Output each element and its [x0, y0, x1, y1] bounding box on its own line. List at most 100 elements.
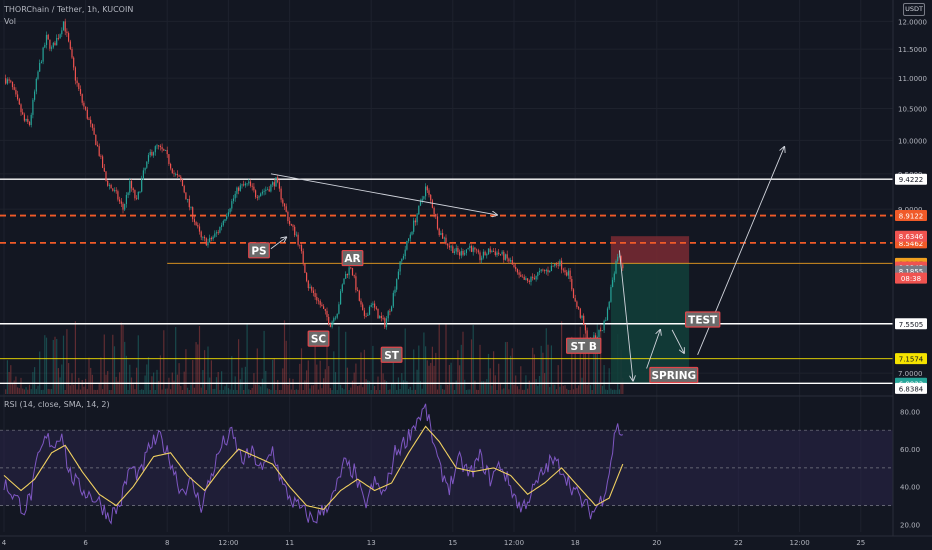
wyckoff-label: ST B [565, 337, 602, 354]
candle-body [481, 257, 483, 261]
candle-body [64, 21, 66, 32]
volume-bar [35, 388, 37, 394]
candle-body [341, 284, 343, 292]
volume-bar [192, 360, 194, 394]
volume-bar [47, 388, 49, 394]
projection-up-arrow [646, 330, 661, 369]
candle-body [515, 267, 517, 270]
volume-bar [557, 365, 559, 394]
candle-body [399, 261, 401, 272]
candle-body [443, 237, 445, 239]
volume-bar [469, 389, 471, 394]
volume-bar [251, 387, 253, 394]
candle-body [452, 246, 454, 253]
volume-bar [600, 324, 602, 394]
volume-bar [277, 379, 279, 394]
candle-body [389, 311, 391, 313]
volume-bar [406, 381, 408, 394]
volume-bar [465, 389, 467, 394]
candle-body [499, 254, 501, 255]
volume-bar [377, 376, 379, 394]
candle-body [190, 207, 192, 208]
level-price-tag: 7.1574 [895, 353, 927, 365]
candle-body [567, 270, 569, 276]
candle-body [493, 250, 495, 252]
candle-body [272, 182, 274, 185]
candle-body [86, 109, 88, 119]
candle-body [457, 247, 459, 253]
candle-body [277, 177, 279, 183]
volume-bar [350, 387, 352, 394]
volume-bar [52, 339, 54, 394]
candle-body [85, 106, 87, 110]
candle-body [479, 252, 481, 261]
volume-bar [323, 378, 325, 394]
volume-bar [188, 389, 190, 394]
volume-bar [234, 376, 236, 394]
candle-body [487, 248, 490, 255]
volume-bar [28, 384, 31, 394]
volume-bar [13, 380, 15, 394]
currency-button[interactable]: USDT [903, 3, 925, 16]
candle-body [440, 233, 442, 236]
wyckoff-label: SC [307, 330, 330, 347]
volume-bar [115, 376, 117, 394]
x-tick-label: 6 [83, 539, 88, 547]
volume-bar [372, 345, 374, 394]
candle-body [283, 203, 286, 207]
volume-bar [79, 389, 82, 394]
volume-bar [198, 326, 201, 394]
volume-bar [86, 389, 88, 394]
volume-bar [69, 385, 71, 394]
volume-bar [112, 334, 114, 394]
candle-body [323, 306, 325, 309]
candle-body [78, 83, 80, 90]
candle-body [397, 271, 399, 280]
candle-body [171, 168, 173, 174]
candle-body [569, 270, 571, 279]
volume-bar [555, 389, 558, 394]
candle-body [204, 236, 206, 239]
volume-bar [215, 377, 218, 394]
level-price-tag: 9.4222 [895, 173, 927, 185]
volume-bar [326, 335, 328, 394]
candle-body [300, 245, 303, 252]
volume-bar [178, 363, 180, 394]
volume-bar [287, 384, 289, 394]
volume-bar [489, 368, 491, 394]
candle-body [385, 318, 388, 328]
candle-body [107, 180, 109, 186]
volume-bar [181, 389, 184, 394]
candle-body [28, 121, 31, 126]
volume-bar [122, 325, 124, 394]
candle-body [603, 320, 605, 331]
candle-body [355, 276, 357, 290]
candle-body [375, 307, 377, 309]
candle-body [394, 289, 396, 293]
volume-bar [503, 388, 505, 394]
candle-body [438, 228, 440, 236]
candle-body [472, 247, 474, 252]
current-price-tag: 8.6346 [895, 230, 927, 242]
candle-body [391, 306, 393, 312]
volume-bar [389, 389, 391, 394]
volume-bar [294, 389, 296, 394]
countdown-bg [895, 272, 927, 284]
volume-bar [272, 359, 274, 394]
ps-arrow [270, 237, 286, 250]
volume-bar [66, 329, 68, 394]
candle-body [600, 330, 602, 331]
volume-bar [545, 328, 547, 394]
candle-body [57, 37, 59, 39]
candle-body [419, 201, 422, 206]
volume-bar [62, 335, 65, 394]
candle-body [469, 245, 471, 249]
volume-bar [525, 375, 527, 394]
volume-bar [542, 352, 544, 394]
volume-bar [283, 320, 286, 394]
candle-body [370, 305, 372, 307]
volume-bar [44, 335, 46, 394]
candle-body [426, 186, 428, 191]
